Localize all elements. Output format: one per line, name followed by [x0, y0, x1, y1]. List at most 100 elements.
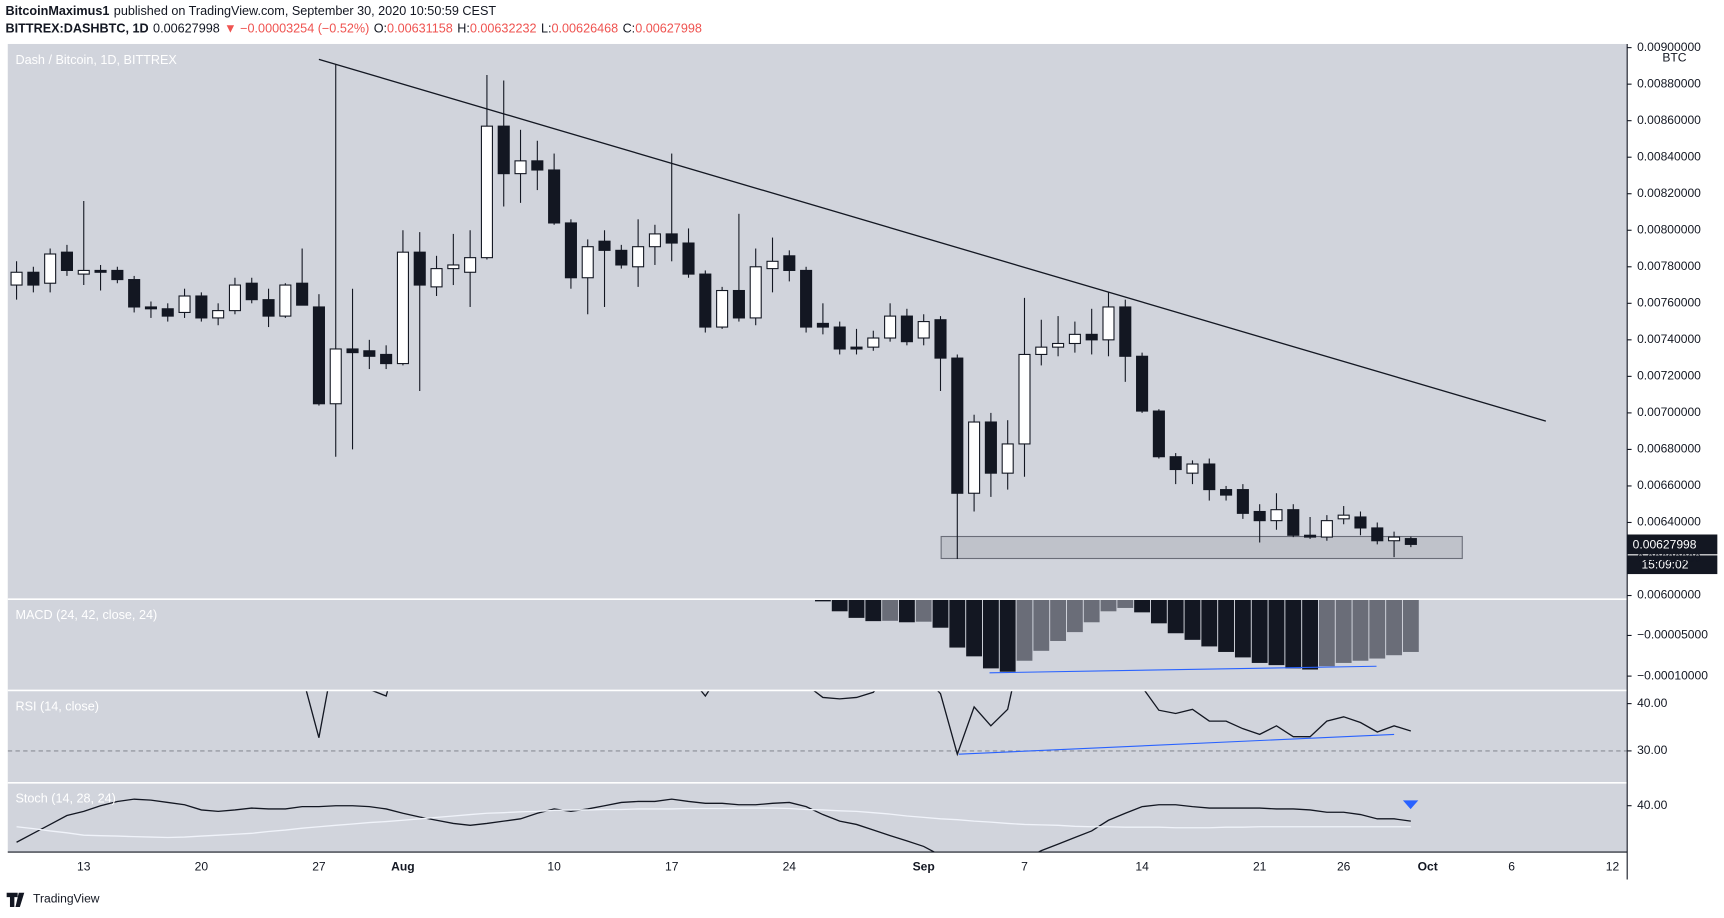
candle-body [1287, 509, 1300, 536]
candle-body [800, 269, 813, 328]
rsi-pane: RSI (14, close) [7, 690, 1628, 757]
candle-body [783, 255, 796, 271]
candle-body [447, 264, 460, 270]
candle-body [581, 246, 594, 279]
candle-body [1085, 333, 1098, 341]
support-box [940, 535, 1463, 560]
divergence-line [958, 733, 1395, 755]
histogram-bar [1184, 599, 1201, 640]
candle-body [699, 273, 712, 328]
candle-body [749, 266, 762, 319]
y-tick-label: 0.00760000 [1637, 295, 1701, 309]
y-tick-label: 0.00620000 [1637, 551, 1701, 565]
candle-body [296, 282, 309, 306]
x-tick-label: 20 [195, 860, 209, 874]
candle-body [1018, 353, 1031, 445]
candle-body [464, 257, 477, 273]
x-tick-label: 24 [783, 860, 797, 874]
histogram-bar [1369, 599, 1386, 659]
countdown: 15:09:02 [1641, 557, 1688, 571]
histogram-bar [865, 599, 882, 622]
trend-line [318, 58, 1547, 422]
open-label: O: [374, 22, 387, 36]
candle-body [884, 315, 897, 339]
histogram-bar [915, 599, 932, 622]
histogram-bar [1167, 599, 1184, 634]
candle-body [1354, 516, 1367, 529]
published: published on TradingView.com, September … [114, 4, 497, 18]
footer: TradingView [6, 891, 100, 908]
indicator-line [16, 807, 1411, 839]
histogram-bar [1352, 599, 1369, 661]
low-value: 0.00626468 [551, 22, 618, 36]
high-label: H: [457, 22, 470, 36]
histogram-bar [1268, 599, 1285, 666]
candle-body [279, 284, 292, 317]
candle-body [615, 249, 628, 266]
histogram-bar [1150, 599, 1167, 624]
histogram-bar [1050, 599, 1067, 641]
y-tick-label: 0.00860000 [1637, 113, 1701, 127]
pane-title: Stoch (14, 28, 24) [15, 792, 115, 806]
histogram-bar [1386, 599, 1402, 656]
histogram-bar [814, 599, 831, 602]
candle-body [850, 346, 863, 350]
change: ▼ −0.00003254 (−0.52%) [224, 22, 369, 36]
close-value: 0.00627998 [635, 22, 702, 36]
candle-body [1169, 456, 1182, 471]
y-tick-label: 40.00 [1637, 696, 1668, 710]
histogram-bar [1033, 599, 1050, 651]
symbol: BITTREX:DASHBTC, 1D [6, 22, 149, 36]
candle-body [111, 269, 124, 281]
divergence-line [989, 665, 1377, 674]
candle-body [682, 242, 695, 275]
candle-body [228, 284, 241, 312]
candle-body [480, 125, 493, 259]
plot-background [7, 43, 1628, 853]
x-tick-label: 13 [77, 860, 91, 874]
candle-body [732, 289, 745, 319]
candle-body [178, 295, 191, 313]
pane-title: MACD (24, 42, close, 24) [15, 608, 157, 622]
axes: 13 20 27 Aug 10 17 24 Sep 7 14 21 26 Oct 6 12 0.0062799… [77, 40, 1718, 874]
x-tick-label: Aug [391, 860, 414, 874]
candle-body [968, 421, 981, 494]
candle-body [27, 271, 40, 286]
macd-pane: MACD (24, 42, close, 24) [15, 599, 1419, 672]
y-tick-label: 0.00800000 [1637, 222, 1701, 236]
candle-body [413, 251, 426, 286]
candle-body [716, 289, 729, 328]
histogram-bar [1134, 599, 1150, 613]
x-tick-label: Sep [913, 860, 935, 874]
candle-body [430, 268, 443, 288]
histogram-bar [1117, 599, 1134, 608]
histogram-bar [949, 599, 966, 648]
candle-body [1052, 342, 1065, 348]
candle-body [833, 326, 846, 350]
candle-body [1001, 443, 1014, 474]
candle-body [632, 246, 645, 268]
candle-body [1304, 534, 1317, 538]
histogram-bar [882, 599, 899, 621]
candle-body [934, 319, 947, 359]
price-pane: Dash / Bitcoin, 1D, BITTREX [10, 53, 1547, 560]
y-tick-label: 0.00700000 [1637, 405, 1701, 419]
stoch-pane: Stoch (14, 28, 24) [15, 792, 1411, 853]
candle-body [144, 306, 157, 310]
candle-body [212, 310, 225, 319]
candle-body [531, 160, 544, 171]
candle-body [1337, 514, 1350, 520]
histogram-bar [1066, 599, 1083, 633]
logo [6, 892, 25, 908]
x-tick-label: Oct [1418, 860, 1438, 874]
price-label: 0.00627998 [1633, 538, 1697, 552]
histogram-bar [1234, 599, 1251, 658]
last-price: 0.00627998 [153, 22, 220, 36]
y-tick-label: 0.00840000 [1637, 149, 1701, 163]
histogram-bar [1318, 599, 1335, 667]
x-tick-label: 6 [1508, 860, 1515, 874]
countdown-box [1627, 555, 1718, 575]
author: BitcoinMaximus1 [6, 4, 110, 18]
candle-body [1404, 538, 1417, 545]
